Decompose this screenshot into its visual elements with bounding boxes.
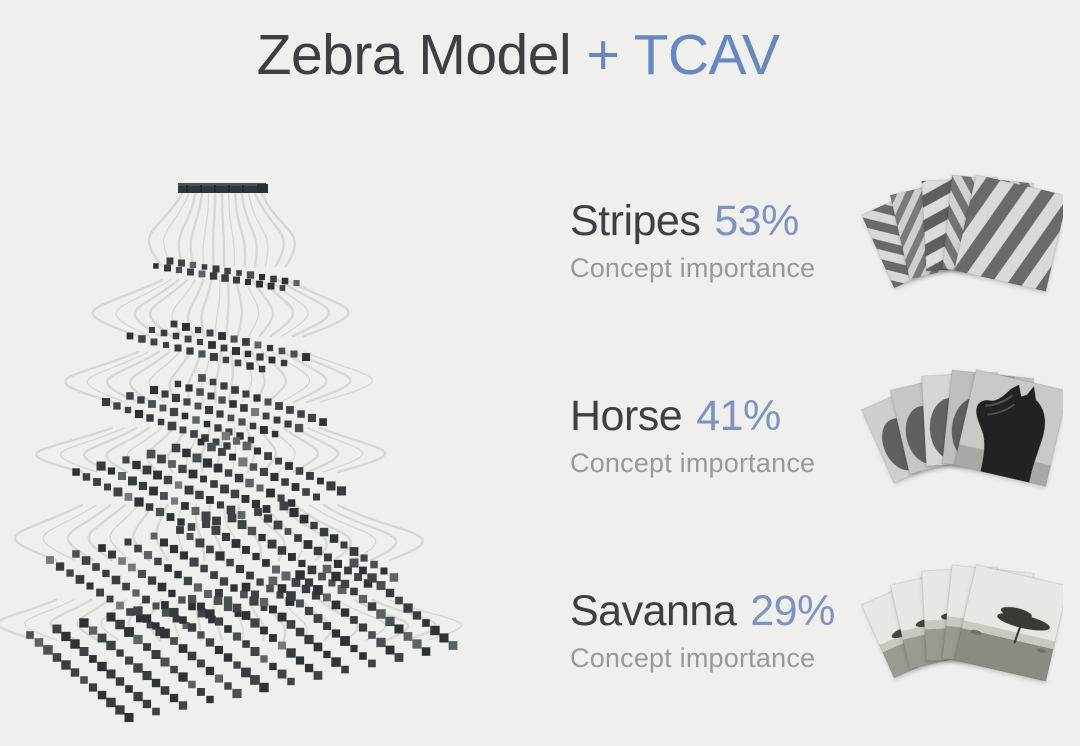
concept-importance-value: 29% <box>750 587 835 635</box>
concept-importance-value: 53% <box>714 197 799 245</box>
savanna-photo-stack <box>860 564 1063 682</box>
concept-row-horse: Horse 41% Concept importance <box>570 392 815 479</box>
concept-name: Stripes <box>570 197 701 245</box>
horse-photo-stack <box>860 369 1063 487</box>
concept-caption: Concept importance <box>570 448 816 478</box>
title-model-text: Zebra Model <box>256 23 572 87</box>
title-plus-sign: + <box>571 23 634 87</box>
concept-row-stripes: Stripes 53% Concept importance <box>570 197 815 284</box>
page-title: Zebra Model + TCAV <box>0 22 1036 88</box>
concept-name: Horse <box>570 392 683 440</box>
concept-name: Savanna <box>570 587 737 635</box>
title-method-text: TCAV <box>633 23 780 87</box>
concept-importance-value: 41% <box>696 392 781 440</box>
concept-caption: Concept importance <box>570 253 816 283</box>
concept-caption: Concept importance <box>570 643 816 673</box>
concept-row-savanna: Savanna 29% Concept importance <box>570 587 835 674</box>
stripes-photo-stack <box>860 174 1063 292</box>
neural-network-illustration <box>0 183 462 722</box>
